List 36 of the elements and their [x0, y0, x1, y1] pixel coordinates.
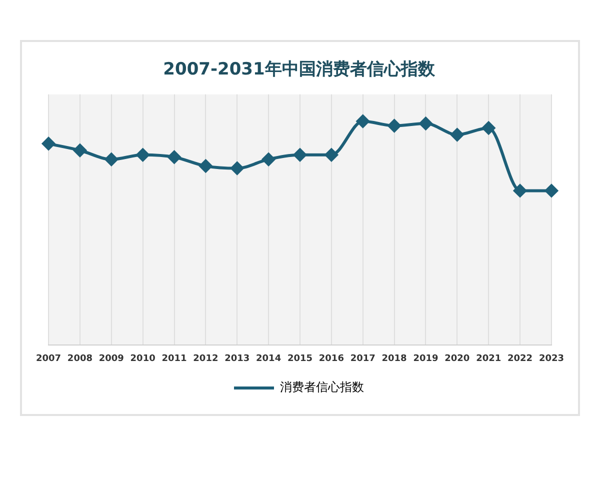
- x-tick-label: 2016: [318, 354, 344, 364]
- point: [514, 184, 527, 198]
- point: [356, 114, 370, 128]
- point: [104, 152, 118, 166]
- legend-label: 消费者信心指数: [280, 380, 364, 394]
- point: [168, 150, 181, 164]
- x-tick-label: 2009: [98, 354, 124, 364]
- point: [199, 160, 212, 173]
- x-tick-label: 2015: [287, 354, 313, 364]
- point: [73, 144, 86, 157]
- point: [230, 162, 244, 175]
- point: [136, 148, 150, 162]
- point: [42, 137, 56, 150]
- x-tick-label: 2010: [130, 354, 156, 364]
- point: [419, 117, 432, 130]
- chart-title: 2007-2031年中国消费者信心指数: [163, 60, 436, 80]
- x-tick-label: 2020: [444, 354, 470, 364]
- x-tick-label: 2013: [224, 354, 250, 364]
- x-tick-label: 2007: [36, 354, 62, 364]
- x-tick-label: 2018: [382, 354, 407, 364]
- point: [450, 128, 464, 142]
- x-tick-label: 2012: [193, 354, 218, 364]
- point: [324, 148, 338, 162]
- point: [262, 152, 276, 166]
- x-tick-label: 2022: [508, 354, 533, 364]
- x-tick-label: 2019: [413, 354, 438, 364]
- x-tick-label: 2011: [162, 354, 187, 364]
- x-tick-label: 2014: [256, 354, 282, 364]
- x-tick-label: 2017: [350, 354, 376, 364]
- x-tick-label: 2023: [538, 354, 564, 364]
- point: [482, 121, 496, 134]
- x-tick-label: 2008: [67, 354, 92, 364]
- point: [294, 148, 306, 162]
- x-tick-label: 2021: [476, 354, 502, 364]
- point: [388, 119, 401, 132]
- point: [544, 184, 558, 198]
